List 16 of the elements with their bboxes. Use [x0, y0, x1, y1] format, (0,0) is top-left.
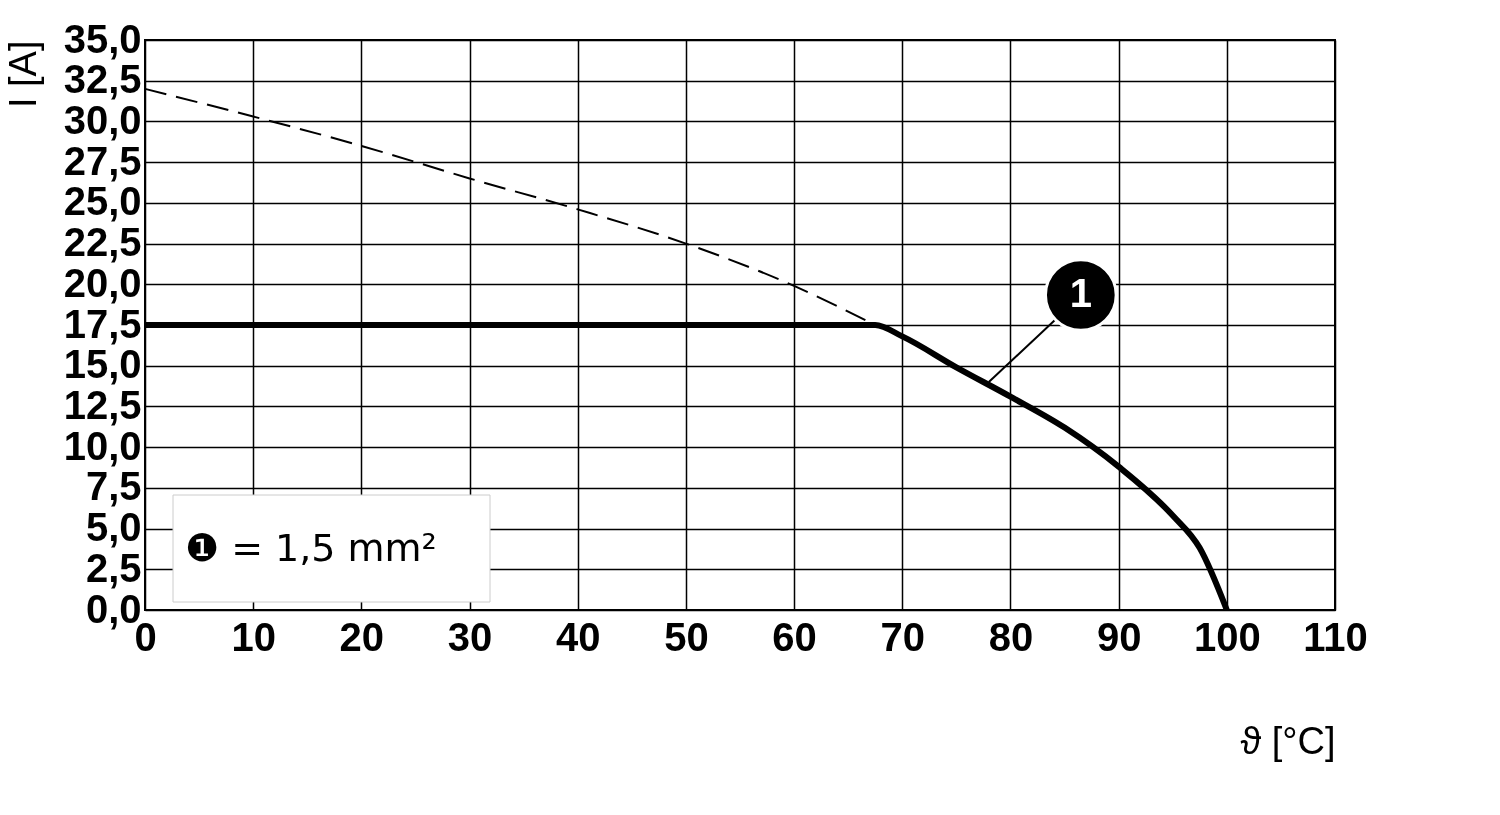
y-tick-label: 35,0	[63, 16, 142, 61]
x-tick-label: 90	[1096, 614, 1142, 659]
x-tick-label: 20	[339, 614, 385, 659]
x-tick-label: 80	[988, 614, 1034, 659]
x-tick-label: 50	[664, 614, 709, 659]
annotation: 1	[1069, 271, 1092, 315]
x-tick-label: 10	[231, 614, 276, 659]
x-tick-label: 100	[1193, 614, 1261, 659]
x-tick-label: 40	[555, 614, 601, 659]
x-tick-label: 60	[772, 614, 817, 659]
x-axis-title: ϑ [°C]	[1240, 719, 1336, 762]
x-tick-label: 110	[1303, 614, 1368, 659]
x-tick-label: 30	[447, 614, 493, 659]
x-tick-label: 70	[880, 614, 926, 659]
annotation: ❶ = 1,5 mm²	[185, 526, 437, 570]
y-axis-title: I [A]	[1, 40, 44, 109]
